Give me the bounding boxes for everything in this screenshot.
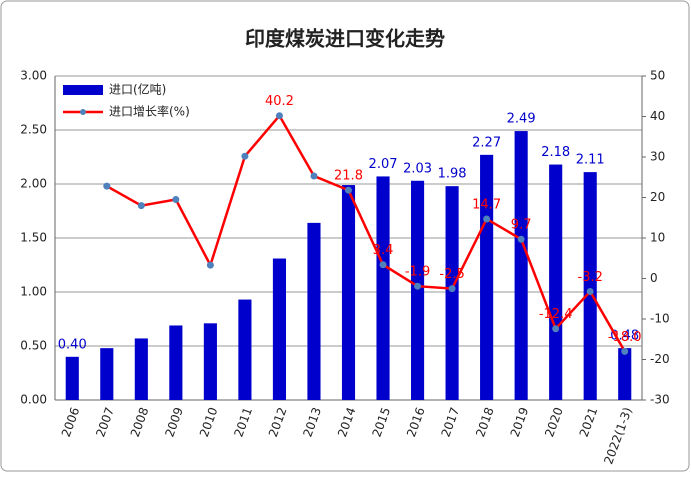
line-marker xyxy=(103,182,111,190)
bar xyxy=(583,172,597,400)
bar xyxy=(549,164,563,400)
bar xyxy=(307,222,321,400)
bar xyxy=(445,186,459,400)
y2-tick-label: 20 xyxy=(650,190,665,204)
bar-value-label: 2.27 xyxy=(472,135,501,150)
bar xyxy=(376,176,390,400)
bar xyxy=(238,299,252,400)
bar-value-label: 0.40 xyxy=(58,337,87,352)
line-marker xyxy=(621,347,629,355)
bar-value-label: 2.07 xyxy=(369,157,398,172)
line-marker xyxy=(379,261,387,269)
line-marker xyxy=(414,282,422,290)
y-tick-label: 2.00 xyxy=(20,177,47,191)
y-tick-label: 1.00 xyxy=(20,285,47,299)
bar-value-label: 2.03 xyxy=(403,161,432,176)
line-value-label: -1.9 xyxy=(405,265,430,280)
line-value-label: 3.4 xyxy=(373,243,394,258)
bar xyxy=(169,325,183,400)
line-marker xyxy=(275,112,283,120)
legend-label: 进口增长率(%) xyxy=(109,104,190,119)
y2-tick-label: -30 xyxy=(650,393,670,407)
bar xyxy=(410,180,425,400)
bar xyxy=(618,348,632,400)
bar xyxy=(65,356,79,400)
bar xyxy=(480,154,494,400)
line-marker xyxy=(345,186,352,194)
y2-tick-label: -20 xyxy=(650,352,670,366)
line-marker xyxy=(586,287,594,295)
line-value-label: 21.8 xyxy=(334,169,363,184)
line-marker xyxy=(206,261,214,269)
bar-value-label: 2.49 xyxy=(507,112,536,127)
y2-tick-label: 30 xyxy=(650,150,665,164)
bar xyxy=(514,131,528,400)
line-marker xyxy=(241,152,249,160)
legend-label: 进口(亿吨) xyxy=(109,82,166,97)
bar-value-label: 2.11 xyxy=(576,153,605,168)
y2-tick-label: 10 xyxy=(650,231,665,245)
line-marker xyxy=(172,196,180,204)
line-value-label: 14.7 xyxy=(472,197,501,212)
chart-title: 印度煤炭进口变化走势 xyxy=(245,27,445,51)
bar xyxy=(203,323,217,400)
line-marker xyxy=(552,325,560,333)
y-tick-label: 0.00 xyxy=(20,393,47,407)
bar xyxy=(134,338,148,400)
y2-tick-label: 0 xyxy=(650,271,658,285)
y-tick-label: 2.50 xyxy=(20,123,47,137)
y-tick-label: 3.00 xyxy=(20,69,47,83)
line-marker xyxy=(137,202,145,210)
y-tick-label: 0.50 xyxy=(20,339,47,353)
y-tick-label: 1.50 xyxy=(20,231,47,245)
line-marker xyxy=(517,235,525,243)
bar xyxy=(341,185,356,400)
line-value-label: -18.0 xyxy=(608,330,642,345)
legend-marker xyxy=(80,109,86,115)
bar xyxy=(272,258,287,400)
bar xyxy=(100,348,114,400)
line-marker xyxy=(310,172,318,180)
line xyxy=(106,113,626,353)
line-value-label: 40.2 xyxy=(265,94,294,109)
line-marker xyxy=(483,215,491,223)
y2-tick-label: 50 xyxy=(650,69,665,83)
y2-tick-label: -10 xyxy=(650,312,670,326)
line-value-label: 9.7 xyxy=(511,218,532,233)
line-marker xyxy=(448,285,456,293)
line-value-label: -12.4 xyxy=(539,307,573,322)
line-value-label: -2.5 xyxy=(439,267,464,282)
line-value-label: -3.2 xyxy=(578,270,603,285)
bar-value-label: 2.18 xyxy=(541,145,570,160)
y2-tick-label: 40 xyxy=(650,109,665,123)
bar-value-label: 1.98 xyxy=(438,167,467,182)
legend-swatch xyxy=(63,85,103,95)
